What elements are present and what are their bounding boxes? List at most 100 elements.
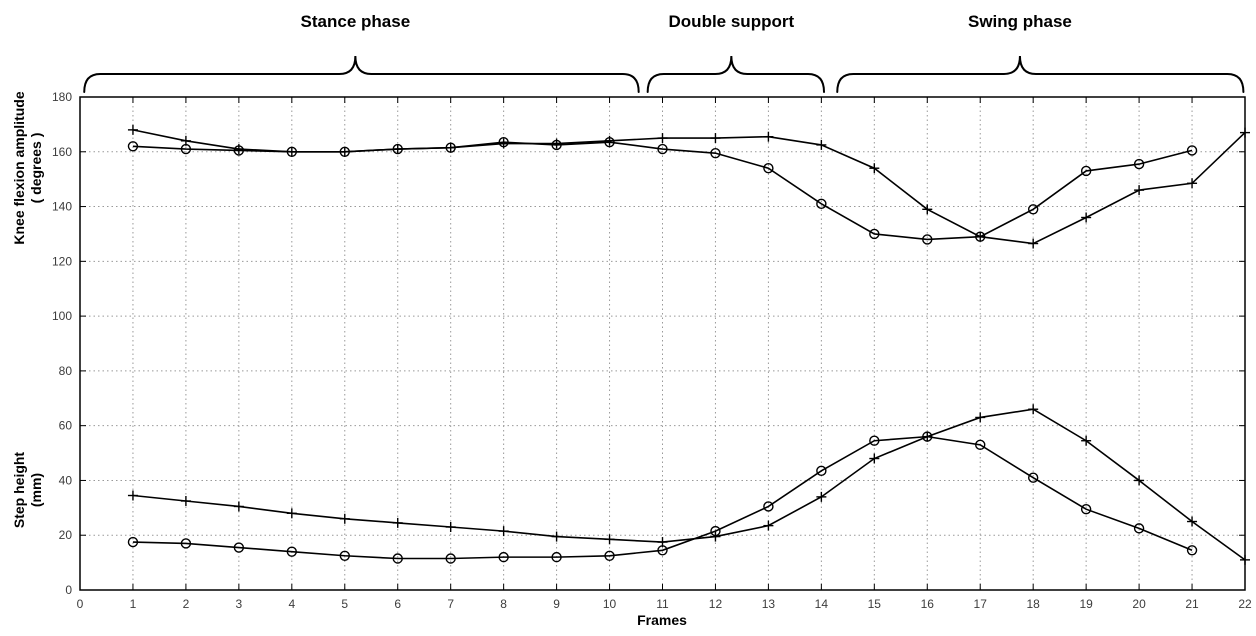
circle-marker bbox=[710, 147, 721, 159]
y-tick-label: 60 bbox=[59, 419, 73, 433]
x-tick-label: 7 bbox=[447, 597, 454, 611]
x-tick-label: 2 bbox=[183, 597, 190, 611]
tick-labels: 0 1 2 3 4 5 6 7 8 9 10 11 12 13 14 15 16 17 18 19 20 21 220204… bbox=[52, 90, 1252, 611]
x-tick-label: 9 bbox=[553, 597, 560, 611]
circle-marker bbox=[657, 545, 668, 556]
circle-marker bbox=[445, 553, 456, 564]
x-tick-label: 19 bbox=[1079, 597, 1093, 611]
circle-marker bbox=[604, 136, 615, 148]
phase-braces bbox=[83, 55, 1245, 93]
x-tick-label: 14 bbox=[815, 597, 829, 611]
circle-marker bbox=[551, 551, 562, 563]
x-tick-label: 8 bbox=[500, 597, 507, 611]
x-tick-label: 18 bbox=[1027, 597, 1041, 611]
x-tick-label: 13 bbox=[762, 597, 776, 611]
y-axis-label-step-height-line2: (mm) bbox=[28, 472, 44, 508]
circle-marker bbox=[816, 465, 827, 477]
circle-marker bbox=[869, 435, 880, 446]
x-tick-label: 5 bbox=[341, 597, 348, 611]
circle-marker bbox=[1133, 523, 1145, 534]
x-tick-label: 11 bbox=[656, 597, 669, 611]
circle-marker bbox=[180, 538, 192, 549]
circle-marker bbox=[816, 198, 827, 210]
circle-marker bbox=[551, 139, 562, 151]
phase-label-stance: Stance phase bbox=[300, 12, 411, 31]
y-axis-label-step-height: Step height (mm) bbox=[11, 425, 45, 555]
x-tick-label: 3 bbox=[236, 597, 243, 611]
axis-ticks bbox=[79, 96, 1246, 591]
x-tick-label: 6 bbox=[394, 597, 401, 611]
series-line bbox=[132, 141, 1193, 241]
x-tick-label: 1 bbox=[130, 597, 137, 611]
y-tick-label: 20 bbox=[59, 528, 73, 542]
circle-marker bbox=[763, 501, 774, 512]
phase-brace bbox=[83, 55, 640, 93]
x-tick-label: 12 bbox=[709, 597, 723, 611]
circle-marker bbox=[392, 553, 403, 564]
circle-marker bbox=[286, 146, 298, 157]
circle-marker bbox=[127, 536, 139, 548]
circle-marker bbox=[498, 136, 509, 148]
circle-marker bbox=[445, 142, 456, 153]
circle-marker bbox=[339, 550, 350, 561]
series-line bbox=[132, 435, 1193, 560]
circle-marker bbox=[233, 145, 245, 156]
circle-marker bbox=[657, 143, 668, 155]
gridlines bbox=[80, 97, 1245, 590]
circle-marker bbox=[763, 163, 774, 174]
circle-marker bbox=[1186, 545, 1198, 556]
phase-label-double-support: Double support bbox=[668, 12, 795, 31]
y-tick-label: 0 bbox=[65, 583, 72, 597]
circle-marker bbox=[1080, 504, 1092, 515]
y-tick-label: 120 bbox=[52, 254, 72, 268]
y-tick-label: 100 bbox=[52, 309, 72, 323]
circle-marker bbox=[180, 143, 192, 155]
phase-brace bbox=[836, 55, 1245, 93]
y-tick-label: 80 bbox=[59, 364, 73, 378]
series-knee-flexion-plus bbox=[127, 124, 1250, 249]
x-tick-label: 16 bbox=[921, 597, 935, 611]
circle-marker bbox=[1186, 145, 1198, 156]
x-tick-label: 17 bbox=[974, 597, 988, 611]
y-axis-label-step-height-line1: Step height bbox=[11, 451, 27, 529]
circle-marker bbox=[1027, 472, 1039, 483]
series-line bbox=[132, 129, 1246, 245]
circle-marker bbox=[286, 546, 298, 557]
phase-brace bbox=[646, 55, 826, 93]
series-step-height-plus bbox=[127, 404, 1250, 565]
series-step-height-circle bbox=[127, 431, 1198, 564]
y-tick-label: 160 bbox=[52, 145, 72, 159]
circle-marker bbox=[975, 439, 986, 451]
y-tick-label: 140 bbox=[52, 200, 72, 214]
y-tick-label: 180 bbox=[52, 90, 72, 104]
circle-marker bbox=[392, 143, 403, 155]
x-tick-label: 20 bbox=[1132, 597, 1146, 611]
x-tick-label: 0 bbox=[77, 597, 84, 611]
x-tick-label: 15 bbox=[868, 597, 882, 611]
circle-marker bbox=[604, 550, 615, 561]
y-axis-label-knee-flexion: Knee flexion amplitude ( degrees ) bbox=[11, 53, 45, 283]
phase-label-swing: Swing phase bbox=[967, 12, 1072, 31]
y-axis-label-knee-flexion-line2: ( degrees ) bbox=[28, 132, 44, 204]
series-line bbox=[132, 408, 1246, 561]
circle-marker bbox=[1080, 165, 1092, 177]
circle-marker bbox=[1133, 158, 1145, 170]
circle-marker bbox=[710, 525, 721, 537]
x-tick-label: 21 bbox=[1185, 597, 1199, 611]
y-tick-label: 40 bbox=[59, 473, 73, 487]
circle-marker bbox=[975, 231, 986, 242]
x-axis-label: Frames bbox=[637, 612, 687, 628]
y-axis-label-knee-flexion-line1: Knee flexion amplitude bbox=[11, 91, 27, 245]
series-knee-flexion-circle bbox=[127, 136, 1198, 245]
x-tick-label: 10 bbox=[603, 597, 617, 611]
circle-marker bbox=[1027, 204, 1039, 215]
x-tick-label: 22 bbox=[1238, 597, 1252, 611]
circle-marker bbox=[127, 141, 139, 152]
circle-marker bbox=[498, 551, 509, 563]
circle-marker bbox=[869, 228, 880, 240]
circle-marker bbox=[233, 542, 245, 553]
circle-marker bbox=[922, 431, 933, 442]
circle-marker bbox=[339, 146, 350, 157]
